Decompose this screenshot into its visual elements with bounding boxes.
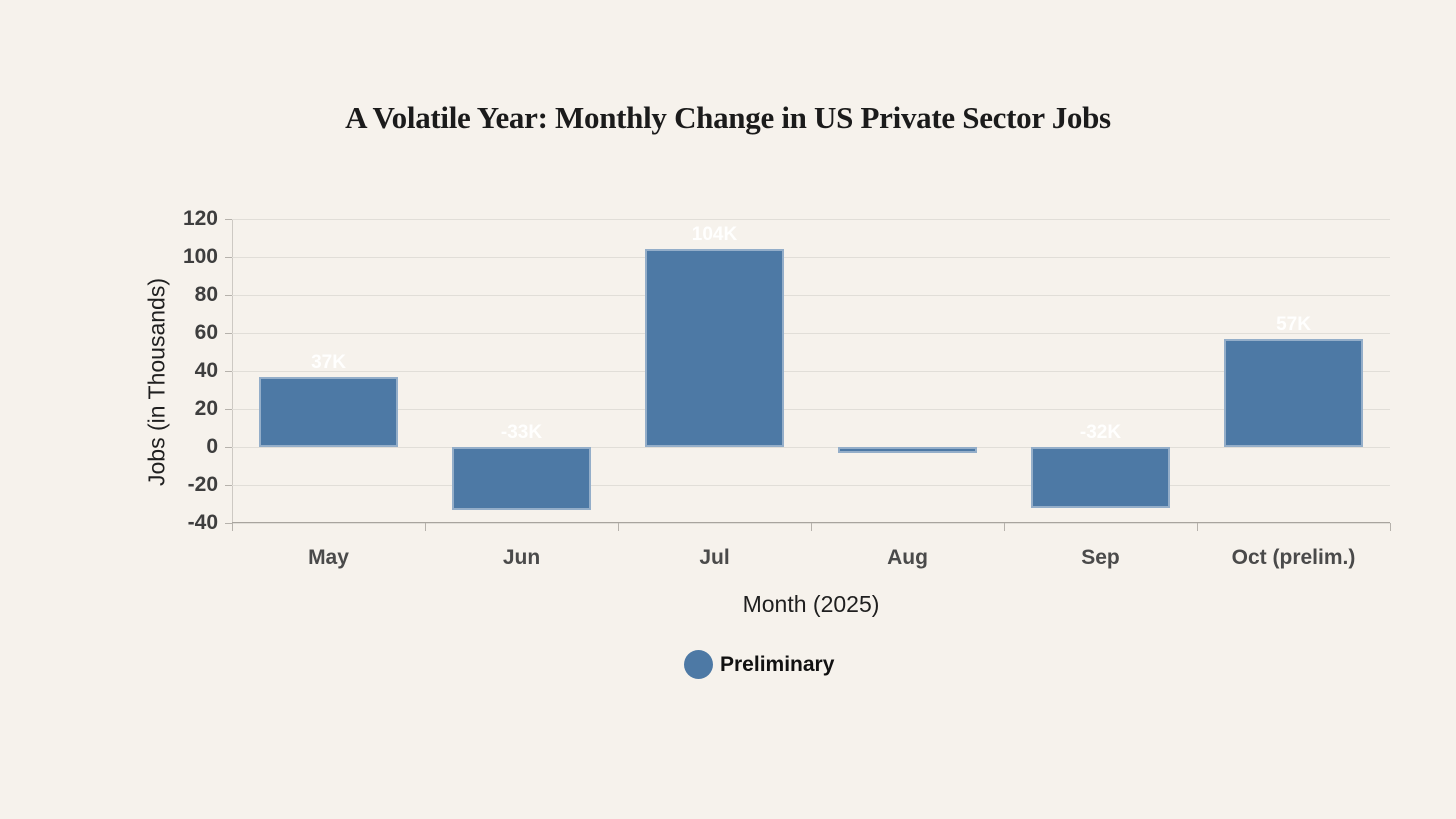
gridline-120	[232, 218, 1390, 220]
bar-jun	[452, 447, 591, 510]
y-tick-label-0: 0	[206, 435, 218, 458]
y-tick--40	[225, 522, 232, 524]
bar-value-label: 37K	[311, 351, 346, 373]
bar-may	[259, 376, 398, 447]
y-tick-60	[225, 332, 232, 334]
x-axis-title: Month (2025)	[742, 591, 880, 617]
y-tick-label-20: 20	[194, 397, 218, 420]
x-tick-0	[231, 523, 233, 531]
bar-aug	[838, 447, 977, 453]
gridline-0	[232, 446, 1390, 448]
y-tick-20	[225, 408, 232, 410]
x-tick-1	[424, 523, 426, 531]
y-tick-120	[225, 218, 232, 220]
x-tick-label-jul: Jul	[699, 546, 730, 569]
x-tick-5	[1196, 523, 1198, 531]
gridline-20	[232, 408, 1390, 410]
x-tick-label-aug: Aug	[887, 546, 928, 569]
y-tick-label--40: -40	[187, 511, 218, 534]
y-tick-label-60: 60	[194, 321, 218, 344]
y-tick-80	[225, 294, 232, 296]
legend: Preliminary	[684, 650, 834, 679]
y-tick-100	[225, 256, 232, 258]
x-tick-label-may: May	[308, 546, 349, 569]
bar-value-label: -33K	[500, 422, 543, 443]
gridline-60	[232, 332, 1390, 334]
bar-jul	[645, 249, 784, 447]
bar-value-label: 104K	[691, 224, 738, 246]
x-tick-3	[810, 523, 812, 531]
bar-oct-prelim-	[1224, 338, 1363, 447]
gridline-40	[232, 370, 1390, 372]
x-tick-label-sep: Sep	[1081, 546, 1120, 569]
x-tick-4	[1003, 523, 1005, 531]
bar-value-label: -32K	[1079, 422, 1122, 443]
x-tick-label-jun: Jun	[502, 546, 541, 569]
y-tick-label-40: 40	[194, 359, 218, 382]
plot-area: 37K -33K 104K -32K 57K	[225, 218, 1391, 531]
y-tick-label--20: -20	[187, 473, 218, 496]
chart-title: A Volatile Year: Monthly Change in US Pr…	[345, 100, 1111, 135]
y-tick-label-100: 100	[182, 245, 218, 268]
gridline--20	[232, 484, 1390, 486]
x-tick-6	[1389, 523, 1391, 531]
x-tick-label-oct-prelim-: Oct (prelim.)	[1231, 546, 1356, 569]
bar-sep	[1031, 447, 1170, 508]
y-tick-0	[225, 446, 232, 448]
y-tick-label-120: 120	[182, 207, 218, 230]
y-tick-40	[225, 370, 232, 372]
gridline-80	[232, 294, 1390, 296]
y-tick--20	[225, 484, 232, 486]
gridline-100	[232, 256, 1390, 258]
legend-marker-circle	[684, 650, 713, 679]
bar-value-label: 57K	[1276, 313, 1311, 335]
x-tick-2	[617, 523, 619, 531]
y-tick-label-80: 80	[194, 283, 218, 306]
legend-label: Preliminary	[720, 652, 835, 676]
